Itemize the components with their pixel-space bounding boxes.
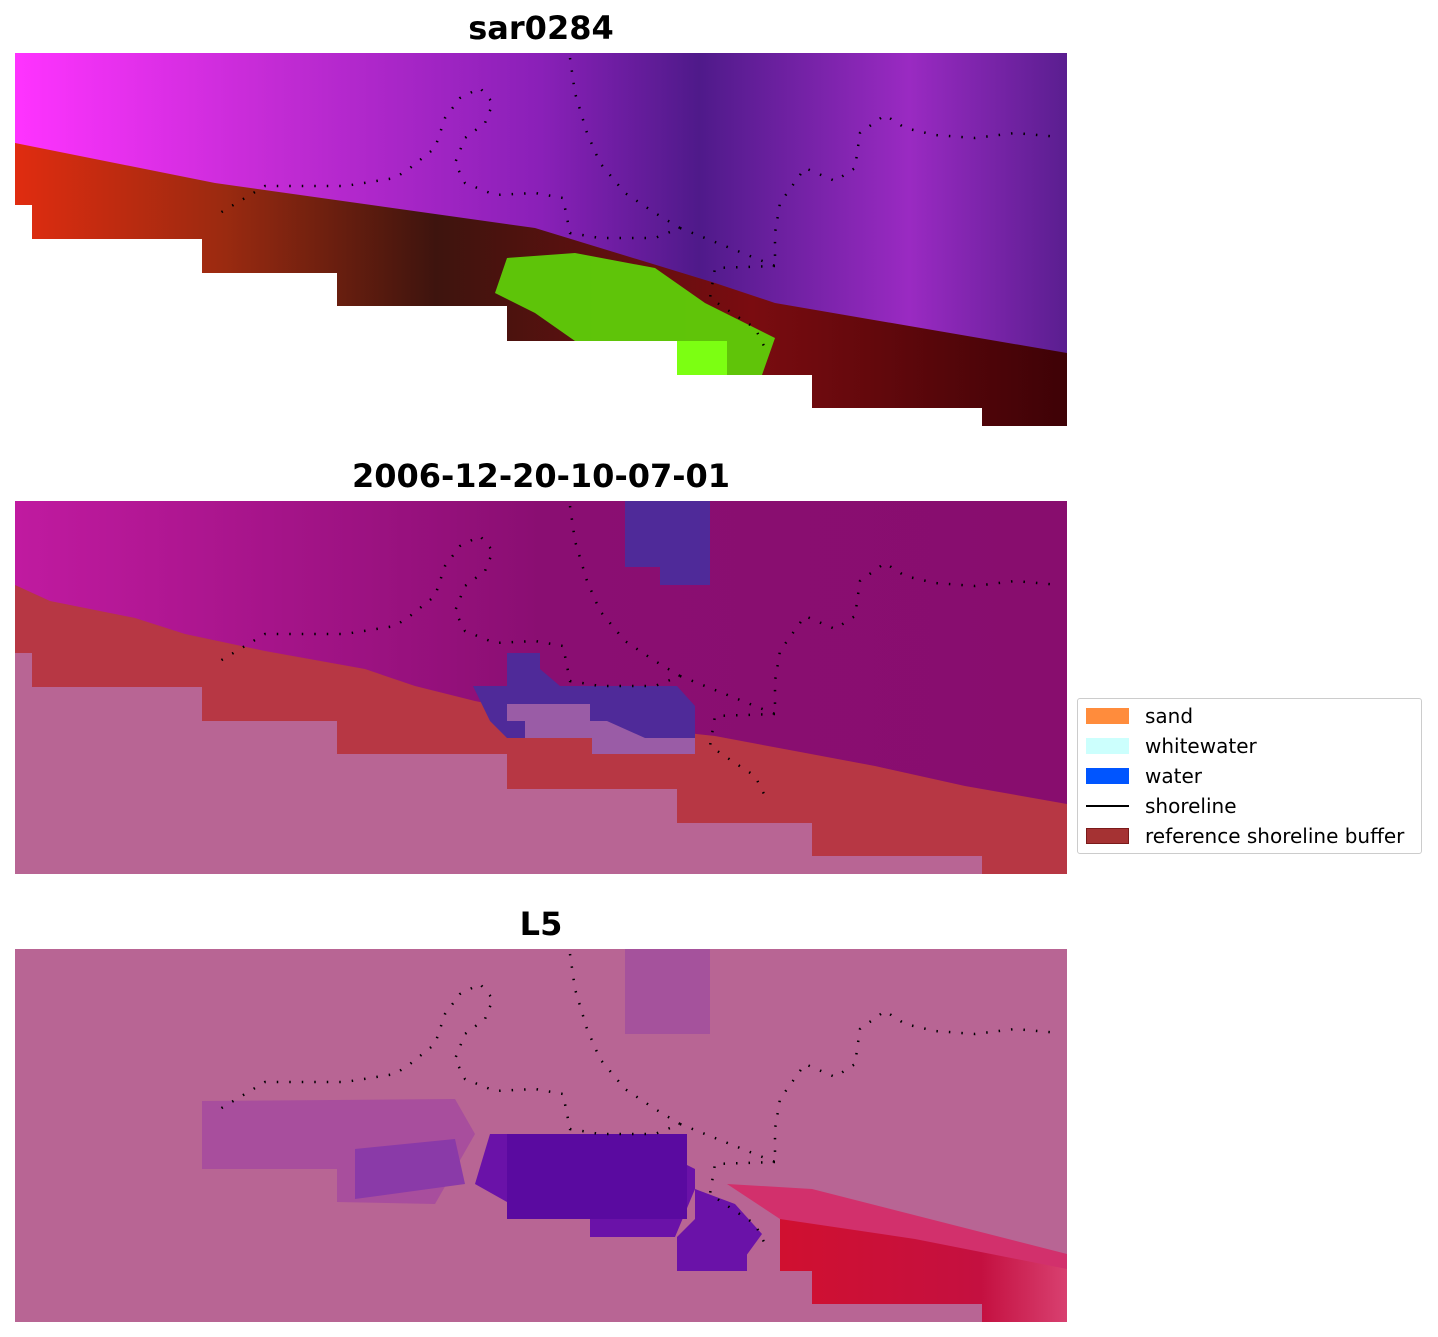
panel-title-sar: sar0284 [468, 9, 614, 47]
whitewater-swatch [1086, 738, 1129, 754]
buffer-swatch [1086, 828, 1129, 844]
l5-image-panel [15, 949, 1067, 1322]
legend: sand whitewater water shoreline referenc… [1077, 698, 1422, 854]
legend-item-water: water [1086, 762, 1202, 790]
legend-label-water: water [1145, 764, 1202, 788]
legend-item-buffer: reference shoreline buffer [1086, 822, 1404, 850]
classified-image-panel [15, 501, 1067, 874]
legend-label-buffer: reference shoreline buffer [1145, 824, 1405, 848]
shoreline-dots [219, 57, 1061, 349]
legend-label-sand: sand [1145, 704, 1194, 728]
sand-swatch [1086, 708, 1129, 724]
legend-label-whitewater: whitewater [1145, 734, 1257, 758]
legend-item-shoreline: shoreline [1086, 792, 1237, 820]
panel-title-date: 2006-12-20-10-07-01 [351, 457, 731, 495]
legend-item-whitewater: whitewater [1086, 732, 1257, 760]
shoreline-swatch [1086, 805, 1129, 807]
water-swatch [1086, 768, 1129, 784]
panel-title-l5: L5 [519, 905, 563, 943]
legend-label-shoreline: shoreline [1145, 794, 1237, 818]
legend-item-sand: sand [1086, 702, 1193, 730]
sar-image-panel [15, 53, 1067, 426]
